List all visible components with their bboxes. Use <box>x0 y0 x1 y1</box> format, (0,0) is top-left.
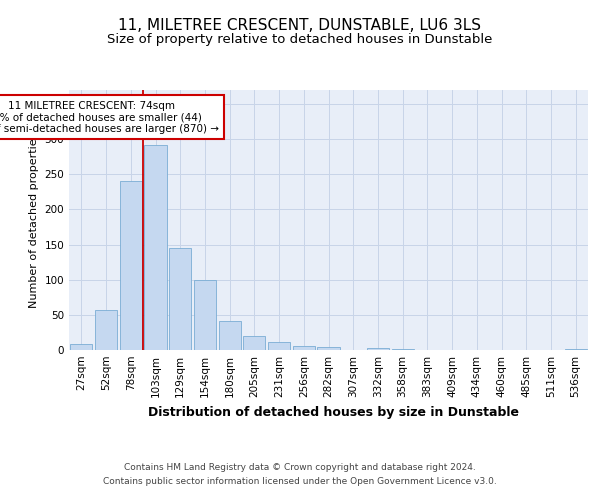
Bar <box>243 336 265 350</box>
Bar <box>268 342 290 350</box>
Bar <box>70 344 92 350</box>
Bar <box>194 280 216 350</box>
Bar <box>218 321 241 350</box>
Text: Size of property relative to detached houses in Dunstable: Size of property relative to detached ho… <box>107 32 493 46</box>
Y-axis label: Number of detached properties: Number of detached properties <box>29 132 39 308</box>
Bar <box>293 346 315 350</box>
Bar <box>119 182 142 350</box>
Bar <box>145 145 167 350</box>
Bar <box>565 348 587 350</box>
Bar <box>367 348 389 350</box>
Text: 11 MILETREE CRESCENT: 74sqm
← 5% of detached houses are smaller (44)
95% of semi: 11 MILETREE CRESCENT: 74sqm ← 5% of deta… <box>0 100 219 134</box>
Bar <box>95 310 117 350</box>
Bar <box>317 347 340 350</box>
Text: Contains public sector information licensed under the Open Government Licence v3: Contains public sector information licen… <box>103 476 497 486</box>
Text: Distribution of detached houses by size in Dunstable: Distribution of detached houses by size … <box>148 406 518 419</box>
Bar <box>392 348 414 350</box>
Text: 11, MILETREE CRESCENT, DUNSTABLE, LU6 3LS: 11, MILETREE CRESCENT, DUNSTABLE, LU6 3L… <box>119 18 482 32</box>
Text: Contains HM Land Registry data © Crown copyright and database right 2024.: Contains HM Land Registry data © Crown c… <box>124 463 476 472</box>
Bar <box>169 248 191 350</box>
